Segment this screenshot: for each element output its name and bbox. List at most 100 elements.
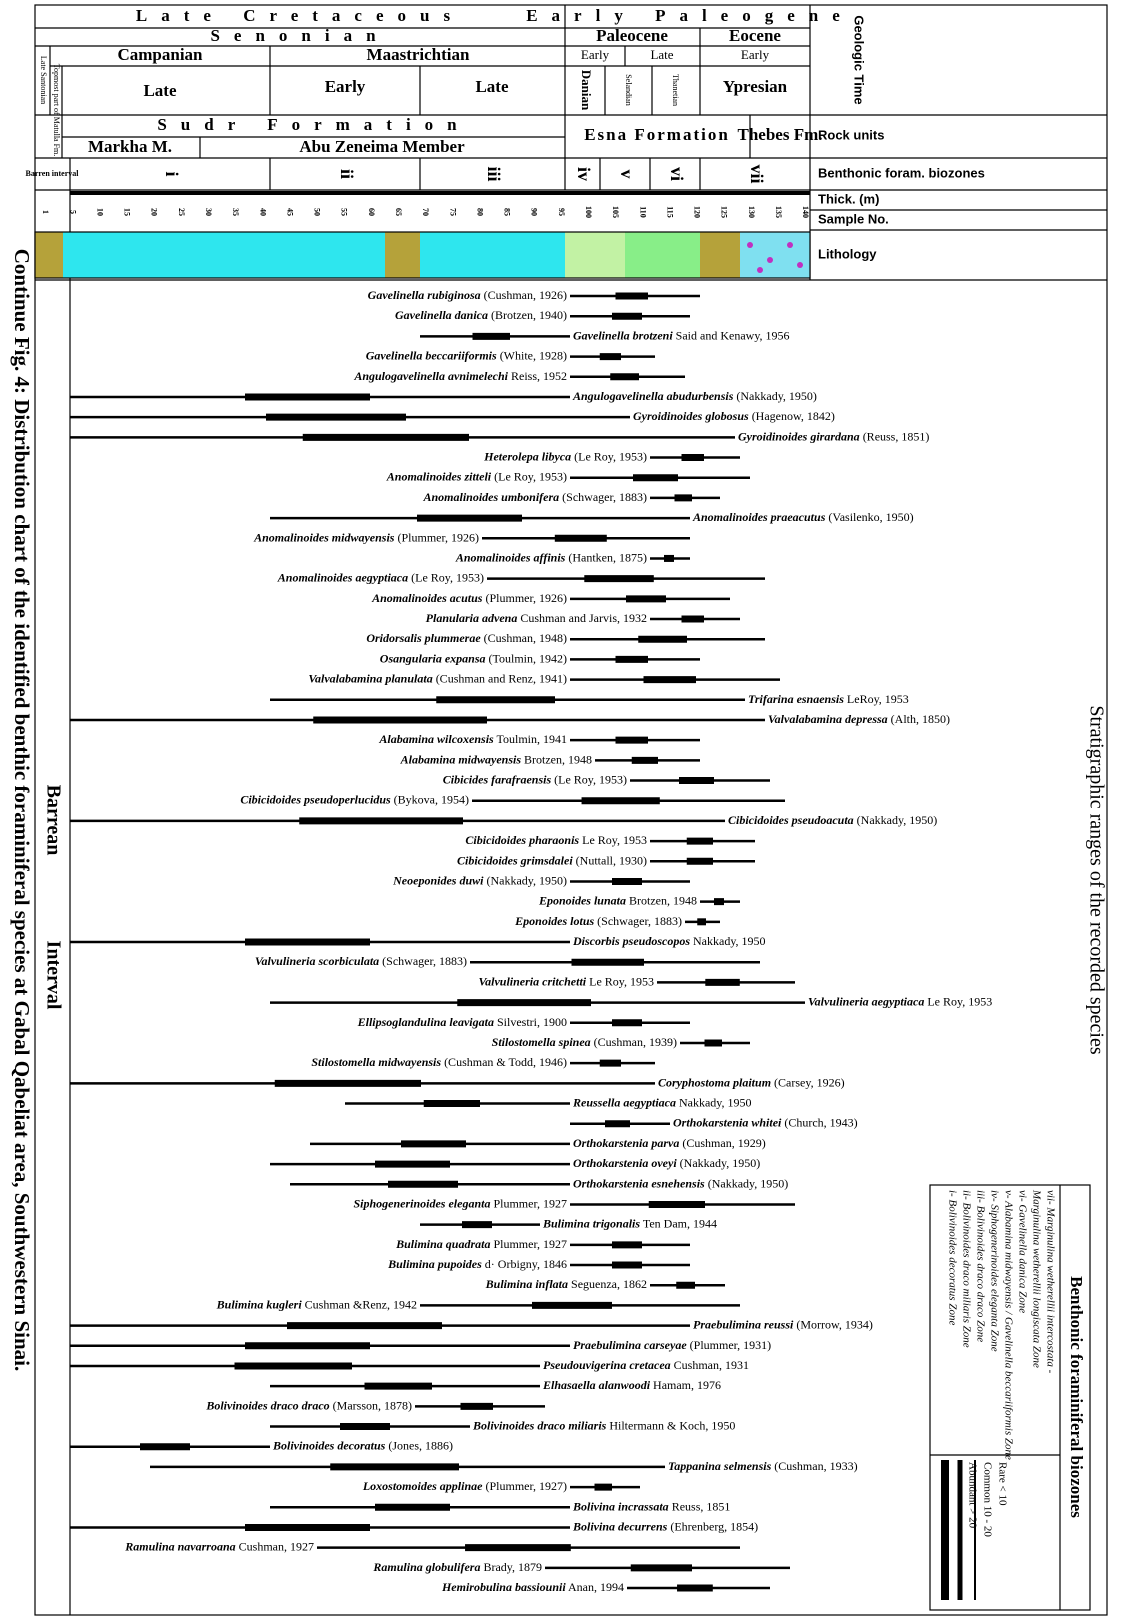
species-author: (Jones, 1886) xyxy=(385,1438,453,1452)
species-name: Gyroidinoides girardana xyxy=(738,429,860,443)
species-author: Cushman and Jarvis, 1932 xyxy=(517,611,647,625)
species-author: Le Roy, 1953 xyxy=(579,833,647,847)
lithology xyxy=(35,232,810,278)
species-author: (Le Roy, 1953) xyxy=(571,449,647,463)
legend-zone: vi- Gavelinella danica Zone xyxy=(1016,1190,1028,1313)
species-name: Hemirobulina bassiounii xyxy=(441,1580,566,1594)
species-name: Anomalinoides affinis xyxy=(455,550,566,564)
species-name: Osangularia expansa xyxy=(380,651,486,665)
species-label: Ramulina navarroana Cushman, 1927 xyxy=(124,1539,314,1553)
species-author: (Schwager, 1883) xyxy=(594,914,682,928)
species-label: Anomalinoides affinis (Hantken, 1875) xyxy=(455,550,647,564)
sample-number: 125 xyxy=(720,206,729,218)
species-name: Anomalinoides acutus xyxy=(371,591,483,605)
species-author: (Cushman, 1933) xyxy=(771,1459,857,1473)
species-author: Reuss, 1851 xyxy=(669,1499,731,1513)
stage: Late Santonian xyxy=(39,56,48,104)
epoch: Paleocene xyxy=(596,26,668,45)
sample-number: 1 xyxy=(41,210,50,214)
legend-zone: Marginulina wetherellii longiscata Zone xyxy=(1030,1189,1042,1368)
row-label: Benthonic foram. biozones xyxy=(818,165,985,180)
sample-number: 5 xyxy=(68,210,77,214)
species-label: Cibicidoides pseudoperlucidus (Bykova, 1… xyxy=(240,792,469,806)
species-author: (Plummer, 1931) xyxy=(687,1338,772,1352)
species-name: Bolivina decurrens xyxy=(572,1519,668,1533)
species-author: Plummer, 1927 xyxy=(490,1196,567,1210)
sample-number: 60 xyxy=(367,208,376,216)
species-label: Neoeponides duwi (Nakkady, 1950) xyxy=(392,873,567,887)
species-name: Anomalinoides zitteli xyxy=(386,469,492,483)
barren-label: Barren interval xyxy=(26,169,80,178)
sample-number: 85 xyxy=(503,208,512,216)
formation: Thebes Fm. xyxy=(738,125,823,144)
species-label: Stilostomella midwayensis (Cushman & Tod… xyxy=(311,1055,567,1069)
sample-number: 15 xyxy=(123,208,132,216)
member: Markha M. xyxy=(88,137,172,156)
species-author: Nakkady, 1950 xyxy=(676,1095,752,1109)
species-author: (Marsson, 1878) xyxy=(330,1398,412,1412)
sample-number: 105 xyxy=(611,206,620,218)
species-author: (Vasilenko, 1950) xyxy=(825,510,913,524)
sample-number: 95 xyxy=(557,208,566,216)
species-label: Valvulineria aegyptiaca Le Roy, 1953 xyxy=(808,994,992,1008)
species-name: Stilostomella spinea xyxy=(492,1035,591,1049)
species-list: Gavelinella rubiginosa (Cushman, 1926)Ga… xyxy=(70,288,992,1594)
legend-zone: iii- Bolivinoides draco draco Zone xyxy=(974,1190,986,1342)
species-label: Gavelinella brotzeni Said and Kenawy, 19… xyxy=(573,328,790,342)
species-label: Tappanina selmensis (Cushman, 1933) xyxy=(668,1459,858,1473)
species-label: Loxostomoides applinae (Plummer, 1927) xyxy=(362,1479,567,1493)
sample-number: 65 xyxy=(394,208,403,216)
species-name: Discorbis pseudoscopos xyxy=(572,934,690,948)
legend-zone: vii- Marginulina wetherellii intercostat… xyxy=(1044,1190,1056,1374)
species-label: Anomalinoides acutus (Plummer, 1926) xyxy=(371,591,567,605)
figure: Late Cretaceous Early Paleogene Geologic… xyxy=(0,0,1142,1617)
species-label: Angulogavelinella avnimelechi Reiss, 195… xyxy=(353,369,567,383)
species-label: Praebulimina carseyae (Plummer, 1931) xyxy=(573,1338,771,1352)
species-author: (Plummer, 1926) xyxy=(394,530,479,544)
legend-zone: i- Bolivinoides decoratus Zone xyxy=(946,1190,958,1325)
species-label: Elhasaella alanwoodi Hamam, 1976 xyxy=(542,1378,721,1392)
species-label: Bolivinoides decoratus (Jones, 1886) xyxy=(272,1438,453,1452)
species-label: Valvulineria scorbiculata (Schwager, 188… xyxy=(255,954,467,968)
sample-number: 100 xyxy=(584,206,593,218)
species-name: Valvalabamina planulata xyxy=(308,671,432,685)
species-label: Gavelinella danica (Brotzen, 1940) xyxy=(395,308,567,322)
species-label: Bolivina incrassata Reuss, 1851 xyxy=(572,1499,730,1513)
species-label: Trifarina esnaensis LeRoy, 1953 xyxy=(748,692,909,706)
species-author: Silvestri, 1900 xyxy=(494,1015,567,1029)
species-name: Orthokarstenia whitei xyxy=(673,1115,782,1129)
header: Late Cretaceous Early Paleogene Geologic… xyxy=(39,6,985,262)
legend-zone: iv- Siphogenerinoides eleganta Zone xyxy=(988,1190,1000,1352)
species-name: Praebulimina reussi xyxy=(693,1317,794,1331)
row-label: Sample No. xyxy=(818,211,889,226)
row-label: Thick. (m) xyxy=(818,191,879,206)
species-label: Bulimina inflata Seguenza, 1862 xyxy=(485,1277,647,1291)
species-author: Reiss, 1952 xyxy=(508,369,567,383)
species-label: Alabamina wilcoxensis Toulmin, 1941 xyxy=(378,732,567,746)
species-name: Cibicidoides grimsdalei xyxy=(457,853,573,867)
species-name: Neoeponides duwi xyxy=(392,873,484,887)
species-label: Eponoides lotus (Schwager, 1883) xyxy=(514,914,682,928)
species-name: Cibicidoides pharaonis xyxy=(465,833,579,847)
species-label: Siphogenerinoides eleganta Plummer, 1927 xyxy=(353,1196,567,1210)
species-label: Ellipsoglandulina leavigata Silvestri, 1… xyxy=(357,1015,567,1029)
species-name: Bulimina quadrata xyxy=(395,1237,490,1251)
species-author: Cushman, 1931 xyxy=(671,1358,749,1372)
sample-number: 140 xyxy=(801,206,810,218)
substage: Late xyxy=(143,81,177,100)
species-label: Coryphostoma plaitum (Carsey, 1926) xyxy=(658,1075,845,1089)
species-name: Cibicidoides pseudoacuta xyxy=(728,813,854,827)
species-author: Toulmin, 1941 xyxy=(494,732,567,746)
species-author: (Plummer, 1927) xyxy=(482,1479,567,1493)
species-author: Seguenza, 1862 xyxy=(568,1277,647,1291)
sample-number: 120 xyxy=(693,206,702,218)
biozone: i xyxy=(162,171,182,176)
species-label: Reussella aegyptiaca Nakkady, 1950 xyxy=(572,1095,752,1109)
side-label: Barrean xyxy=(42,785,64,856)
sample-number: 90 xyxy=(530,208,539,216)
species-label: Osangularia expansa (Toulmin, 1942) xyxy=(380,651,567,665)
species-name: Ramulina globulifera xyxy=(372,1560,480,1574)
row-label: Lithology xyxy=(818,246,877,261)
species-author: Plummer, 1927 xyxy=(490,1237,567,1251)
formation: Sudr Formation xyxy=(157,115,470,134)
